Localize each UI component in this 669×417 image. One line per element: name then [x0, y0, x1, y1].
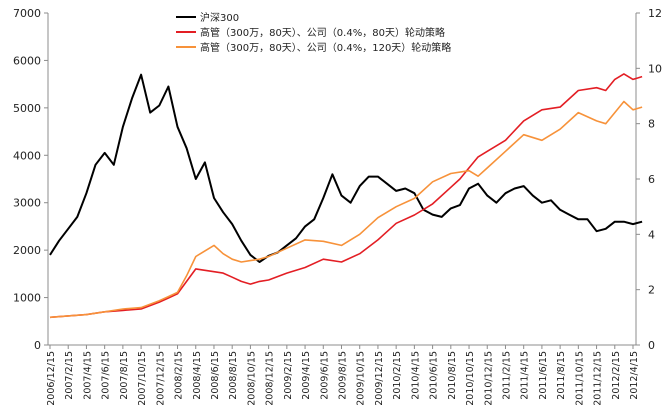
x-tick-label: 2007/2/15	[64, 351, 75, 400]
x-tick-label: 2008/8/15	[228, 351, 239, 400]
series-line-1	[49, 73, 643, 319]
x-tick-label: 2011/10/15	[574, 351, 585, 406]
x-tick-label: 2010/2/15	[392, 351, 403, 400]
x-tick-label: 2008/10/15	[246, 351, 257, 406]
x-tick-label: 2010/10/15	[465, 351, 476, 406]
left-tick-label: 1000	[13, 292, 41, 305]
series-line-0	[49, 73, 643, 263]
x-tick-label: 2012/2/15	[611, 351, 622, 400]
x-tick-label: 2011/12/15	[593, 351, 604, 406]
left-tick-label: 5000	[13, 102, 41, 115]
x-tick-label: 2006/12/15	[46, 351, 57, 406]
x-tick-label: 2011/2/15	[501, 351, 512, 400]
right-tick-label: 10	[648, 62, 662, 75]
left-axis-ticks: 0 1000 2000 3000 4000 5000 6000 7000	[13, 7, 48, 352]
right-axis-ticks: 0 2 4 6 8 10 12	[636, 7, 662, 352]
x-tick-label: 2010/8/15	[447, 351, 458, 400]
x-tick-label: 2007/8/15	[119, 351, 130, 400]
x-tick-label: 2010/6/15	[429, 351, 440, 400]
left-tick-label: 4000	[13, 149, 41, 162]
left-tick-label: 6000	[13, 54, 41, 67]
legend-label: 高管（300万，80天）、公司（0.4%，120天）轮动策略	[200, 41, 451, 54]
x-tick-label: 2009/4/15	[301, 351, 312, 400]
x-tick-label: 2011/6/15	[538, 351, 549, 400]
x-tick-label: 2007/10/15	[137, 351, 148, 406]
left-tick-label: 0	[34, 339, 41, 352]
x-tick-label: 2012/4/15	[629, 351, 640, 400]
x-tick-label: 2010/12/15	[483, 351, 494, 406]
x-tick-label: 2008/6/15	[210, 351, 221, 400]
right-tick-label: 2	[648, 284, 655, 297]
legend: 沪深300 高管（300万，80天）、公司（0.4%，80天）轮动策略高管（300…	[176, 11, 451, 54]
legend-label: 高管（300万，80天）、公司（0.4%，80天）轮动策略	[200, 26, 445, 39]
x-tick-label: 2009/12/15	[374, 351, 385, 406]
legend-label: 沪深300	[200, 11, 239, 24]
series-layer	[49, 73, 643, 319]
series-line-2	[49, 100, 643, 319]
x-axis-ticks: 2006/12/15 2007/2/15 2007/4/15 2007/6/15 200…	[46, 345, 640, 406]
x-tick-label: 2011/4/15	[520, 351, 531, 400]
right-tick-label: 0	[648, 339, 655, 352]
right-tick-label: 4	[648, 228, 655, 241]
left-tick-label: 7000	[13, 7, 41, 20]
left-tick-label: 3000	[13, 197, 41, 210]
x-tick-label: 2009/10/15	[356, 351, 367, 406]
right-tick-label: 8	[648, 118, 655, 131]
right-tick-label: 6	[648, 173, 655, 186]
right-tick-label: 12	[648, 7, 662, 20]
x-tick-label: 2010/4/15	[410, 351, 421, 400]
x-tick-label: 2008/12/15	[265, 351, 276, 406]
left-tick-label: 2000	[13, 244, 41, 257]
x-tick-label: 2008/2/15	[174, 351, 185, 400]
x-tick-label: 2008/4/15	[192, 351, 203, 400]
x-tick-label: 2007/6/15	[101, 351, 112, 400]
x-tick-label: 2007/4/15	[82, 351, 93, 400]
x-tick-label: 2011/8/15	[556, 351, 567, 400]
x-tick-label: 2009/6/15	[319, 351, 330, 400]
x-tick-label: 2009/2/15	[283, 351, 294, 400]
x-tick-label: 2009/8/15	[338, 351, 349, 400]
x-tick-label: 2007/12/15	[155, 351, 166, 406]
